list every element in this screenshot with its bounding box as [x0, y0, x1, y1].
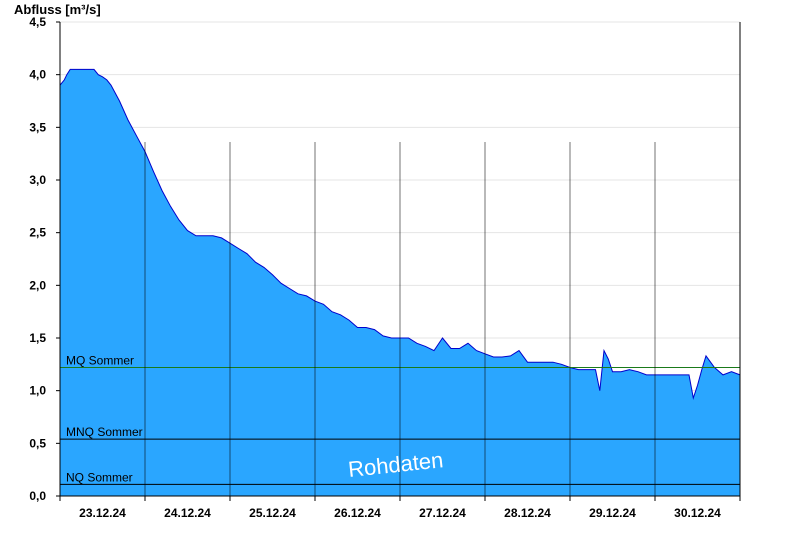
- x-tick-label: 26.12.24: [334, 506, 381, 520]
- y-axis-label: Abfluss [m³/s]: [14, 2, 101, 17]
- y-tick-label: 1,5: [29, 331, 46, 345]
- discharge-line: [59, 68, 741, 400]
- y-tick-label: 4,5: [29, 15, 46, 29]
- y-tick-label: 2,5: [29, 226, 46, 240]
- y-tick-labels: 0,0 0,5 1,0 1,5 2,0 2,5 3,0 3,5 4,0 4,5: [29, 15, 46, 503]
- x-tick-label: 28.12.24: [504, 506, 551, 520]
- day-separators: [144, 142, 656, 496]
- y-tick-label: 3,5: [29, 120, 46, 134]
- x-tick-label: 24.12.24: [164, 506, 211, 520]
- axes: [56, 21, 741, 501]
- reference-line-label: MQ Sommer: [66, 353, 134, 367]
- y-tick-label: 0,0: [29, 489, 46, 503]
- x-tick-label: 23.12.24: [79, 506, 126, 520]
- y-tick-label: 2,0: [29, 278, 46, 292]
- x-tick-label: 27.12.24: [419, 506, 466, 520]
- x-tick-label: 25.12.24: [249, 506, 296, 520]
- reference-line-label: NQ Sommer: [66, 470, 133, 484]
- y-tick-label: 0,5: [29, 436, 46, 450]
- y-tick-label: 1,0: [29, 384, 46, 398]
- reference-line-label: MNQ Sommer: [66, 425, 143, 439]
- y-tick-label: 3,0: [29, 173, 46, 187]
- y-tick-label: 4,0: [29, 68, 46, 82]
- x-tick-label: 29.12.24: [589, 506, 636, 520]
- x-tick-label: 30.12.24: [674, 506, 721, 520]
- x-tick-labels: 23.12.24 24.12.24 25.12.24 26.12.24 27.12.24…: [79, 506, 721, 520]
